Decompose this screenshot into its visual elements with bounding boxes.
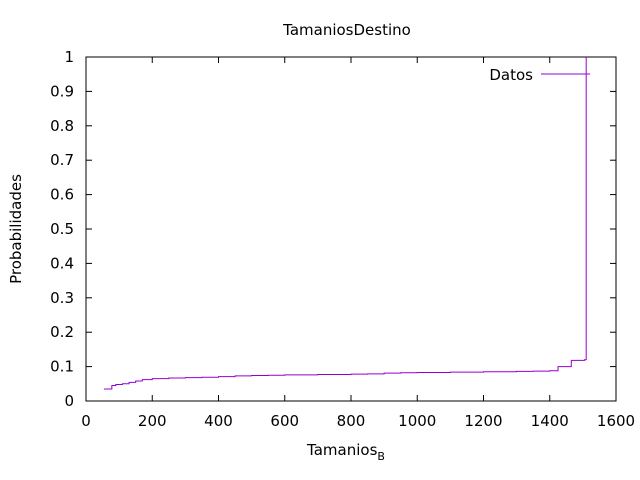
y-axis: 0 0.1 0.2 0.3 0.4 0.5 0.6 0.7 0.8 0.9 1 (50, 48, 616, 410)
x-tick-label: 800 (337, 412, 366, 430)
x-tick-label: 0 (81, 412, 91, 430)
x-tick-label: 600 (270, 412, 299, 430)
x-tick-label: 1200 (464, 412, 502, 430)
plot-frame (85, 56, 617, 402)
series-layer (103, 57, 587, 390)
y-axis-label: Probabilidades (7, 174, 25, 284)
x-axis-label: TamaniosB (306, 441, 385, 463)
x-tick-label: 1000 (398, 412, 436, 430)
x-axis-label-main: Tamanios (306, 441, 378, 459)
y-tick-label: 0.6 (50, 186, 74, 204)
x-tick-label: 1600 (597, 412, 635, 430)
x-tick-label: 1400 (531, 412, 569, 430)
y-tick-label: 0.1 (50, 358, 74, 376)
legend: Datos (489, 66, 590, 84)
y-tick-label: 0.4 (50, 254, 74, 272)
y-tick-label: 0.5 (50, 220, 74, 238)
x-tick-label: 400 (204, 412, 233, 430)
chart-title: TamaniosDestino (282, 21, 411, 39)
y-tick-label: 0.3 (50, 289, 74, 307)
legend-label: Datos (489, 66, 533, 84)
x-axis-label-subscript: B (377, 450, 385, 463)
x-axis: 0 200 400 600 800 1000 1200 1400 1600 (81, 57, 635, 430)
y-tick-label: 1 (64, 48, 74, 66)
y-tick-label: 0.9 (50, 82, 74, 100)
series-line-datos (103, 57, 587, 390)
x-tick-label: 200 (138, 412, 167, 430)
y-tick-label: 0 (64, 392, 74, 410)
y-tick-label: 0.7 (50, 151, 74, 169)
y-tick-label: 0.2 (50, 323, 74, 341)
y-tick-label: 0.8 (50, 117, 74, 135)
